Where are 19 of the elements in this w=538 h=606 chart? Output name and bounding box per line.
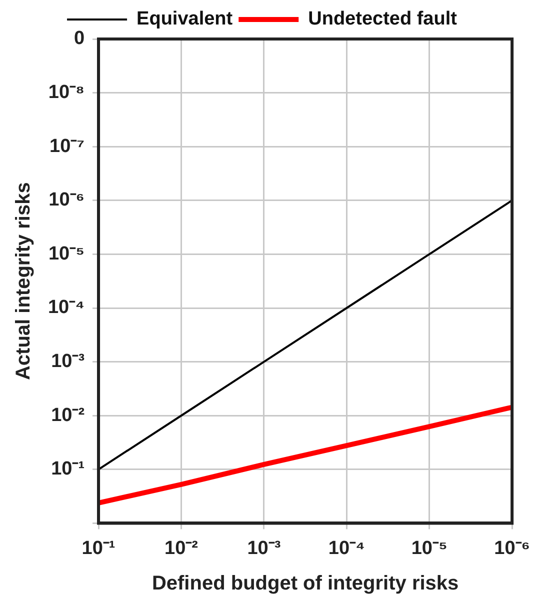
x-tick-label: 10⁻⁵ <box>411 538 448 559</box>
y-tick-label: 0 <box>74 28 85 50</box>
x-tick-label: 10⁻¹ <box>82 538 116 559</box>
y-tick-label: 10⁻⁴ <box>48 297 85 318</box>
x-tick-label: 10⁻² <box>164 538 198 559</box>
x-tick-label: 10⁻³ <box>247 538 281 559</box>
y-tick-label: 10⁻³ <box>51 351 85 372</box>
y-axis-title: Actual integrity risks <box>12 182 35 380</box>
y-tick-label: 10⁻¹ <box>51 458 85 480</box>
x-axis-title: Defined budget of integrity risks <box>152 572 459 595</box>
x-tick-label: 10⁻⁶ <box>494 538 530 559</box>
y-tick-label: 10⁻⁸ <box>48 82 85 104</box>
y-tick-label: 10⁻⁶ <box>48 190 85 211</box>
y-tick-label: 10⁻⁵ <box>48 243 85 264</box>
legend-label: Undetected fault <box>308 8 458 30</box>
legend-label: Equivalent <box>136 8 234 30</box>
x-tick-label: 10⁻⁴ <box>328 538 365 559</box>
y-tick-label: 10⁻⁷ <box>50 136 85 157</box>
y-tick-label: 10⁻² <box>51 404 85 426</box>
